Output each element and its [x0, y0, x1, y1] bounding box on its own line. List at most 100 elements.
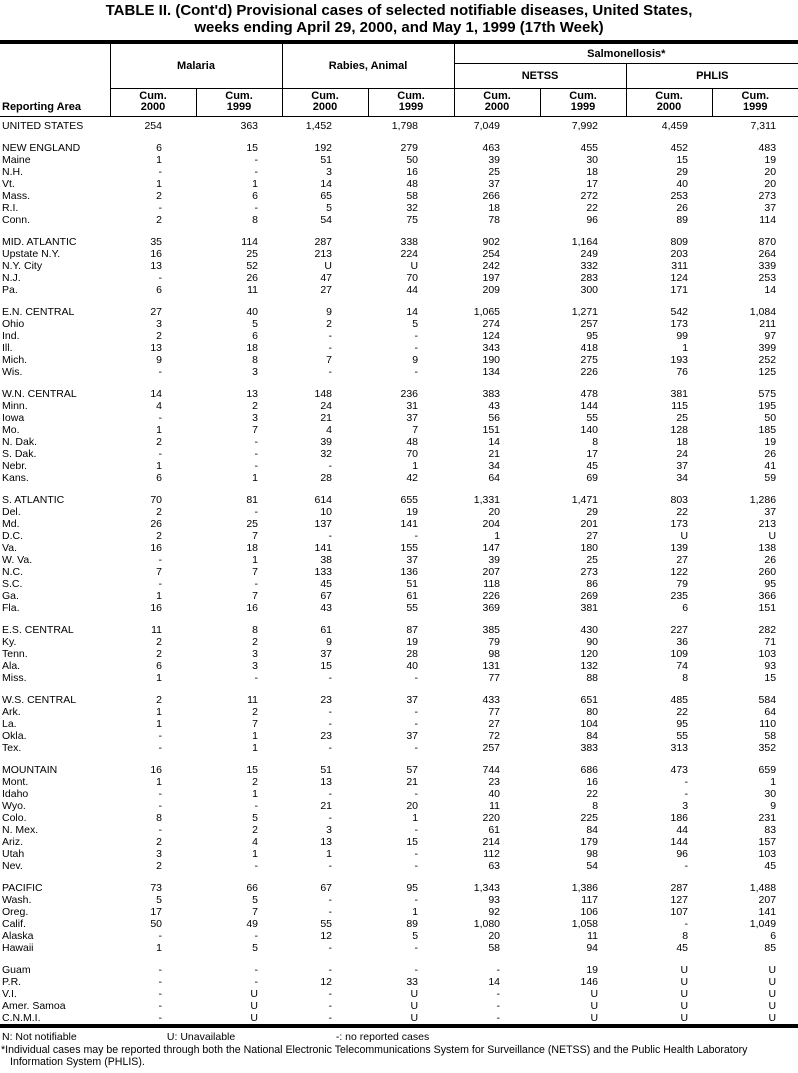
- value-cell: 1: [494, 530, 501, 542]
- value-cell: 37: [406, 412, 419, 424]
- value-cell: 14: [488, 976, 501, 988]
- value-cell: 338: [400, 236, 419, 248]
- value-cell: 84: [586, 730, 599, 742]
- value-cell: 72: [488, 730, 501, 742]
- value-cell: 5: [412, 318, 419, 330]
- table-title-line2: weeks ending April 29, 2000, and May 1, …: [194, 19, 604, 36]
- value-cell: 43: [488, 400, 501, 412]
- value-cell: 809: [670, 236, 689, 248]
- value-cell: 30: [586, 154, 599, 166]
- value-cell: 1: [682, 342, 689, 354]
- value-cell: 11: [151, 624, 162, 636]
- value-cell: 95: [586, 330, 599, 342]
- reporting-area-cell: Ala.: [2, 660, 21, 672]
- table-row: Fla. 16 16 43 55 369 381 6 151: [0, 602, 798, 614]
- value-cell: 12: [320, 930, 333, 942]
- value-cell: 54: [586, 860, 599, 872]
- value-cell: 275: [580, 354, 599, 366]
- reporting-area-cell: Amer. Samoa: [2, 1000, 66, 1012]
- value-cell: 21: [406, 776, 419, 788]
- column-header-7: Cum. 2000: [625, 88, 713, 117]
- value-cell: -: [414, 742, 419, 754]
- value-cell: 185: [758, 424, 777, 436]
- value-cell: 1: [252, 848, 259, 860]
- value-cell: 433: [482, 694, 501, 706]
- reporting-area-cell: N.C.: [2, 566, 23, 578]
- value-cell: -: [414, 672, 419, 684]
- section-gap: [0, 954, 798, 964]
- value-cell: 147: [482, 542, 501, 554]
- value-cell: 23: [320, 730, 333, 742]
- value-cell: -: [414, 894, 419, 906]
- value-cell: 5: [252, 812, 259, 824]
- value-cell: 45: [320, 578, 333, 590]
- reporting-area-cell: Ohio: [2, 318, 25, 330]
- value-cell: 94: [586, 942, 599, 954]
- reporting-area-cell: Maine: [2, 154, 31, 166]
- value-cell: 35: [150, 236, 162, 248]
- value-cell: 870: [758, 236, 777, 248]
- reporting-area-cell: E.N. CENTRAL: [2, 306, 75, 318]
- table-row: Guam - - - - - 19 U U: [0, 964, 798, 976]
- value-cell: -: [254, 672, 259, 684]
- value-cell: 87: [406, 624, 419, 636]
- value-cell: -: [158, 976, 163, 988]
- value-cell: 235: [670, 590, 689, 602]
- value-cell: 252: [758, 354, 777, 366]
- value-cell: U: [680, 1000, 689, 1012]
- table-row: S.C. - - 45 51 118 86 79 95: [0, 578, 798, 590]
- value-cell: 88: [586, 672, 599, 684]
- value-cell: U: [768, 976, 777, 988]
- value-cell: 264: [758, 248, 777, 260]
- value-cell: 61: [488, 824, 501, 836]
- table-row: Ind. 2 6 - - 124 95 99 97: [0, 330, 798, 342]
- reporting-area-cell: W.S. CENTRAL: [2, 694, 77, 706]
- value-cell: 86: [586, 578, 599, 590]
- value-cell: 214: [482, 836, 501, 848]
- table-row: W.N. CENTRAL 14 13 148 236 383 478 381 575: [0, 388, 798, 400]
- table-row: UNITED STATES 254 363 1,452 1,798 7,049 7,992 4…: [0, 117, 798, 133]
- value-cell: 483: [758, 142, 777, 154]
- value-cell: 26: [150, 518, 162, 530]
- value-cell: 32: [320, 448, 333, 460]
- value-cell: 14: [764, 284, 777, 296]
- column-header-4: Cum. 1999: [367, 88, 455, 117]
- reporting-area-cell: Ind.: [2, 330, 20, 342]
- value-cell: 8: [682, 672, 689, 684]
- value-cell: 2: [156, 506, 162, 518]
- value-cell: 659: [758, 764, 777, 776]
- value-cell: 14: [488, 436, 501, 448]
- reporting-area-cell: Wis.: [2, 366, 23, 378]
- value-cell: -: [158, 366, 163, 378]
- value-cell: 9: [770, 800, 777, 812]
- value-cell: 23: [488, 776, 501, 788]
- value-cell: 1: [412, 906, 419, 918]
- value-cell: 655: [400, 494, 419, 506]
- value-cell: -: [158, 448, 163, 460]
- value-cell: 75: [406, 214, 419, 226]
- value-cell: 74: [676, 660, 689, 672]
- value-cell: 1: [156, 178, 162, 190]
- value-cell: 2: [156, 530, 162, 542]
- reporting-area-cell: Md.: [2, 518, 20, 530]
- value-cell: 9: [326, 306, 333, 318]
- value-cell: -: [414, 824, 419, 836]
- value-cell: 17: [150, 906, 162, 918]
- value-cell: -: [158, 166, 163, 178]
- value-cell: -: [158, 554, 163, 566]
- value-cell: 226: [482, 590, 501, 602]
- value-cell: 204: [482, 518, 501, 530]
- value-cell: 226: [580, 366, 599, 378]
- value-cell: 1: [252, 788, 259, 800]
- value-cell: 141: [314, 542, 333, 554]
- value-cell: 381: [670, 388, 689, 400]
- value-cell: 155: [400, 542, 419, 554]
- value-cell: 473: [670, 764, 689, 776]
- value-cell: 18: [246, 542, 259, 554]
- table-row: Mont. 1 2 13 21 23 16 - 1: [0, 776, 798, 788]
- reporting-area-cell: Mich.: [2, 354, 28, 366]
- value-cell: 8: [682, 930, 689, 942]
- value-cell: 224: [400, 248, 419, 260]
- value-cell: 197: [482, 272, 501, 284]
- table-row: Vt. 1 1 14 48 37 17 40 20: [0, 178, 798, 190]
